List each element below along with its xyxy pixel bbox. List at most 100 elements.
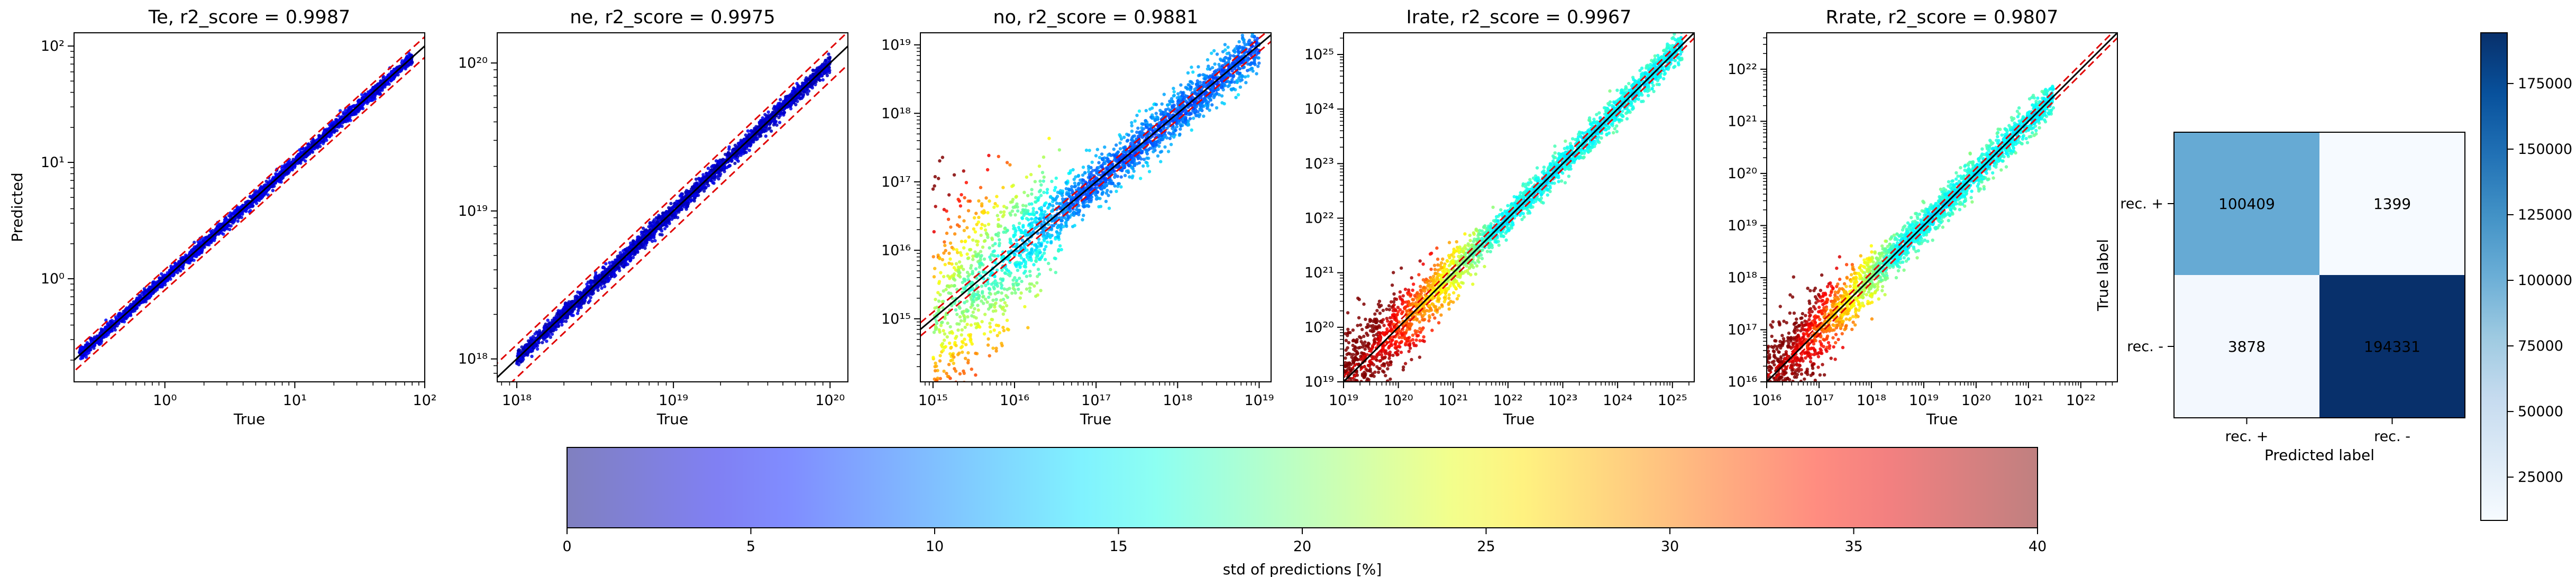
scatter-point — [764, 134, 768, 138]
scatter-point — [393, 74, 397, 78]
scatter-point — [631, 255, 635, 260]
scatter-point — [262, 192, 266, 196]
scatter-point — [220, 231, 224, 235]
scatter-point — [327, 133, 331, 137]
scatter-point — [763, 113, 767, 116]
plot-area — [74, 35, 425, 373]
scatter-point — [594, 273, 598, 277]
scatter-point — [577, 306, 581, 310]
scatter-point — [212, 239, 216, 242]
scatter-point — [794, 103, 798, 107]
tolerance-line-2 — [74, 35, 425, 352]
scatter-point — [823, 61, 827, 65]
scatter-point — [636, 235, 640, 239]
scatter-point — [669, 202, 673, 205]
scatter-point — [308, 143, 312, 147]
scatter-point — [405, 56, 408, 60]
scatter-point — [604, 262, 608, 265]
scatter-point — [286, 170, 289, 174]
scatter-point — [97, 342, 102, 346]
scatter-point — [806, 92, 810, 96]
scatter-point — [348, 117, 351, 121]
scatter-point — [684, 207, 688, 211]
scatter-point — [133, 307, 137, 310]
scatter-point — [620, 253, 624, 257]
scatter-point — [211, 228, 215, 233]
scatter-point — [376, 90, 379, 95]
scatter-point — [773, 120, 778, 124]
scatter-point — [769, 129, 773, 133]
scatter-point — [677, 210, 681, 214]
scatter-point — [576, 290, 580, 294]
scatter-point — [665, 224, 669, 228]
scatter-point — [585, 282, 589, 286]
scatter-point — [390, 78, 394, 82]
scatter-point — [270, 185, 273, 188]
scatter-point — [560, 320, 564, 324]
scatter-point — [573, 299, 577, 303]
scatter-point — [142, 299, 146, 303]
scatter-point — [158, 278, 162, 282]
y-axis-label: Predicted — [8, 172, 26, 242]
scatter-point — [400, 59, 404, 63]
scatter-point — [122, 320, 126, 324]
scatter-point — [201, 236, 205, 240]
scatter-point — [710, 168, 714, 172]
scatter-point — [280, 166, 284, 170]
scatter-point — [102, 335, 105, 338]
scatter-point — [766, 110, 770, 114]
scatter-point — [160, 272, 163, 276]
scatter-point — [151, 281, 154, 285]
scatter-point — [602, 285, 607, 288]
scatter-point — [668, 216, 672, 221]
scatter-point — [546, 318, 550, 322]
scatter-point — [564, 319, 568, 323]
scatter-point — [801, 94, 805, 97]
scatter-point — [257, 198, 261, 203]
scatter-point — [163, 283, 167, 287]
scatter-point — [778, 121, 782, 124]
scatter-point — [322, 130, 326, 133]
scatter-point — [679, 194, 683, 197]
scatter-point — [717, 177, 720, 181]
scatter-point — [346, 106, 350, 110]
scatter-point — [287, 160, 291, 164]
scatter-point — [781, 99, 785, 104]
scatter-point — [663, 227, 667, 231]
scatter-point — [777, 116, 781, 120]
scatter-point — [688, 189, 692, 194]
scatter-point — [125, 306, 129, 310]
x-tick-label: 10⁰ — [153, 392, 177, 409]
y-tick-label: 10⁰ — [41, 271, 65, 287]
scatter-point — [618, 251, 623, 255]
scatter-point — [576, 312, 580, 315]
scatter-point — [623, 252, 627, 255]
scatter-point — [814, 83, 817, 87]
scatter-point — [304, 159, 307, 163]
scatter-point — [271, 189, 275, 193]
x-tick-label: 10¹ — [283, 392, 307, 409]
scatter-point — [730, 159, 734, 163]
scatter-point — [396, 73, 400, 77]
scatter-point — [297, 160, 301, 164]
scatter-point — [622, 249, 625, 253]
scatter-point — [353, 111, 357, 115]
scatter-point — [295, 155, 298, 159]
scatter-point — [723, 170, 726, 173]
scatter-point — [236, 219, 240, 223]
scatter-point — [570, 300, 573, 304]
panel-title: Te, r2_score = 0.9987 — [148, 7, 350, 28]
scatter-point — [811, 69, 815, 72]
scatter-point — [160, 282, 165, 286]
scatter-point — [766, 127, 771, 131]
scatter-point — [261, 186, 265, 189]
scatter-point — [694, 177, 698, 181]
scatter-point — [589, 296, 592, 299]
scatter-point — [641, 226, 645, 230]
scatter-point — [613, 258, 617, 262]
scatter-point — [385, 76, 388, 79]
scatter-point — [667, 206, 671, 210]
scatter-point — [817, 78, 821, 81]
scatter-point — [533, 332, 537, 336]
